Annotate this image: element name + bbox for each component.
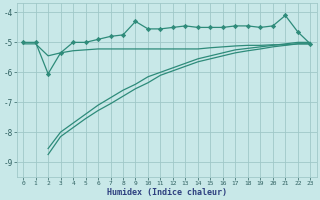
X-axis label: Humidex (Indice chaleur): Humidex (Indice chaleur) <box>107 188 227 197</box>
